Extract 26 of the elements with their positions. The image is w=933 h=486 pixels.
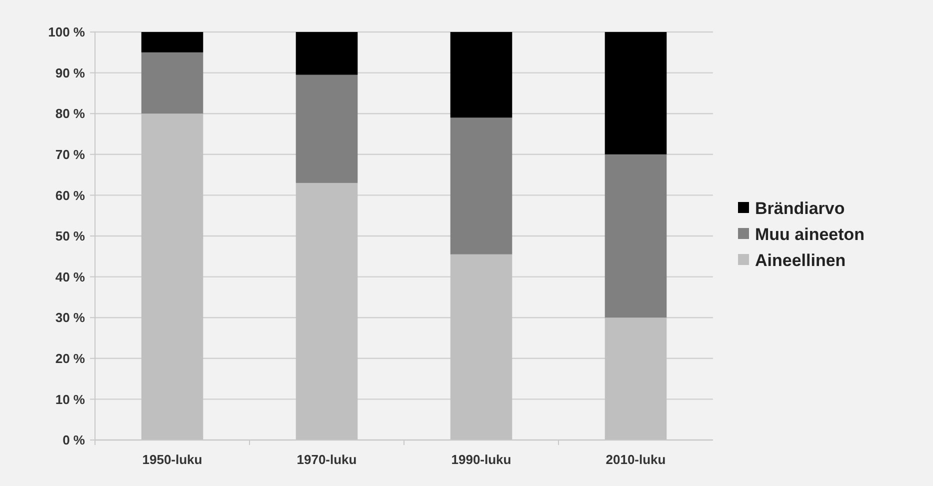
legend-label: Muu aineeton — [755, 224, 865, 244]
legend-label: Aineellinen — [755, 250, 846, 270]
y-tick-label: 100 % — [48, 24, 86, 40]
bar — [296, 74, 358, 183]
y-tick-label: 30 % — [55, 310, 86, 326]
bar — [450, 118, 512, 254]
x-tick-label: 1990-luku — [451, 452, 512, 467]
legend-label: Brändiarvo — [755, 198, 845, 218]
y-tick-label: 0 % — [62, 432, 86, 448]
y-tick-label: 10 % — [55, 392, 86, 407]
y-tick-label: 20 % — [55, 350, 86, 366]
y-tick-label: 80 % — [55, 106, 86, 122]
bar — [604, 32, 667, 154]
bar — [141, 52, 204, 114]
bar — [141, 32, 204, 52]
y-tick-label: 90 % — [55, 65, 86, 80]
y-tick-label: 40 % — [55, 269, 86, 284]
x-tick-label: 2010-luku — [606, 452, 666, 467]
x-tick-label: 1950-luku — [142, 452, 202, 467]
x-tick-label: 1970-luku — [296, 452, 357, 467]
bar — [450, 32, 512, 118]
bar — [296, 32, 358, 75]
y-tick-label: 50 % — [55, 228, 86, 244]
y-tick-label: 60 % — [55, 188, 86, 203]
y-tick-label: 70 % — [55, 146, 86, 162]
bar — [604, 154, 667, 318]
